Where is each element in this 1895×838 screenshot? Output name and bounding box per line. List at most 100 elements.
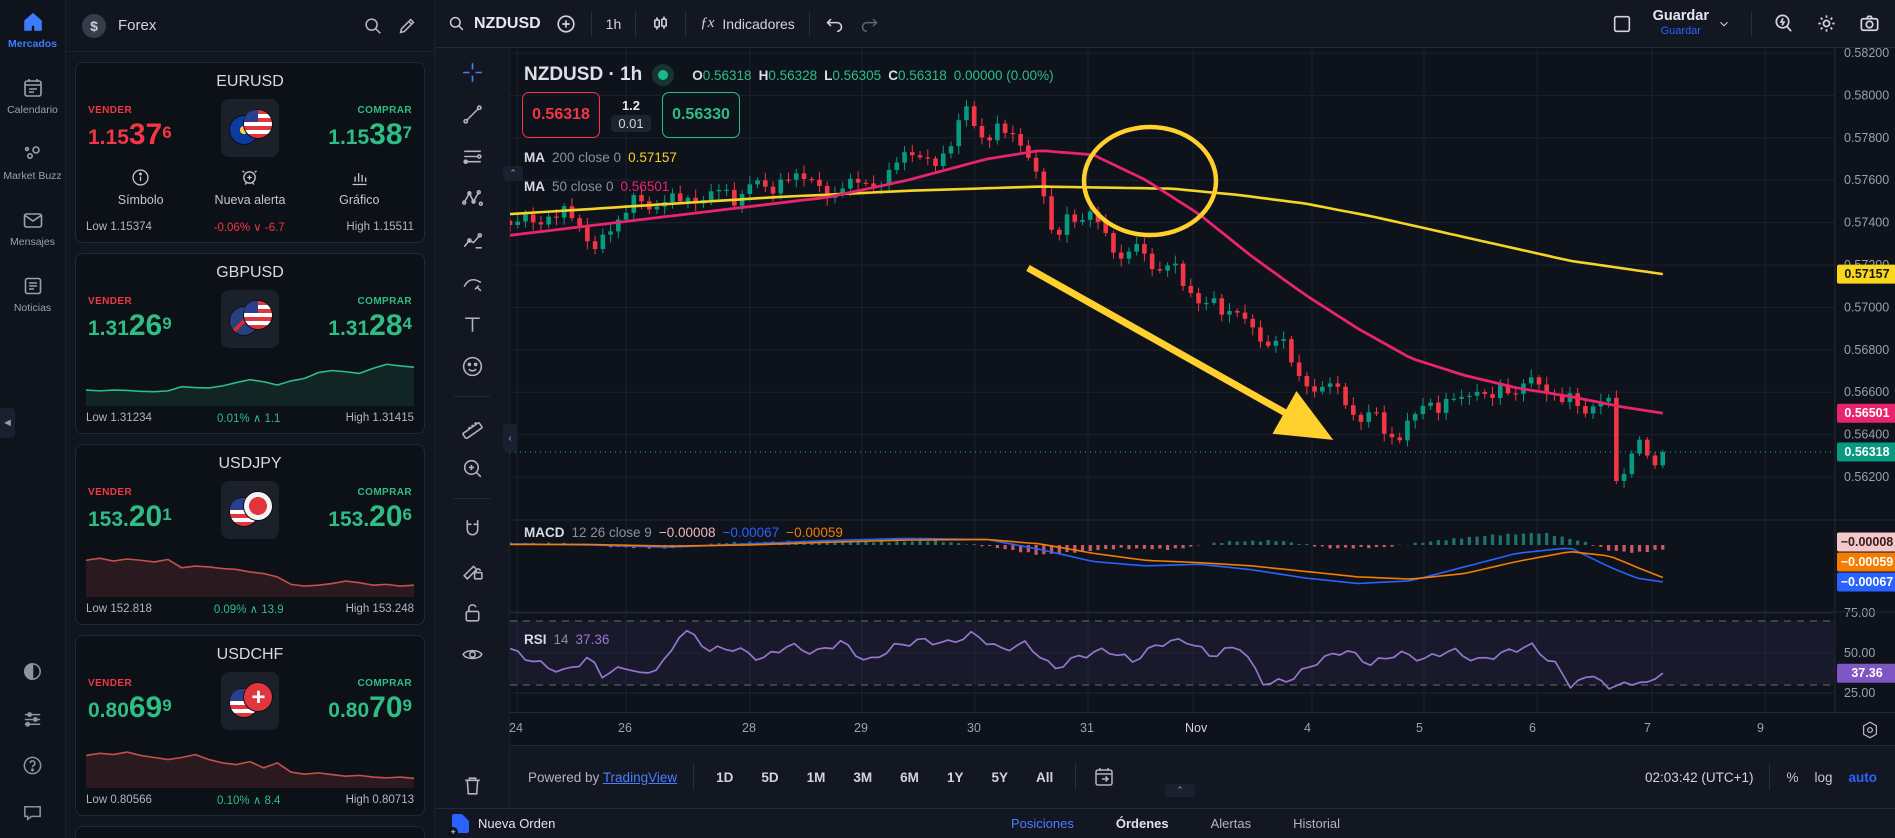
prediction-icon[interactable] xyxy=(460,228,485,253)
sidebar-item-mercados[interactable]: Mercados xyxy=(0,10,65,50)
sell-quote-button[interactable]: VENDER 0.80699 xyxy=(88,678,217,725)
timeframe-5y[interactable]: 5Y xyxy=(991,769,1008,785)
trend-line-icon[interactable] xyxy=(460,102,485,127)
sell-quote-button[interactable]: VENDER 1.31269 xyxy=(88,296,217,343)
remove-objects-icon[interactable] xyxy=(460,773,485,798)
interval-button[interactable]: 1h xyxy=(605,15,622,32)
quick-search-icon[interactable] xyxy=(1772,12,1795,35)
chat-icon[interactable] xyxy=(21,801,44,824)
watchlist-cards: EURUSD VENDER 1.15376 COMPRAR 1.15387 xyxy=(66,52,434,838)
watchlist-card-usdcad[interactable]: USDCAD VENDER 1.41191 COMPRAR 1.41206 xyxy=(75,826,425,838)
edit-icon[interactable] xyxy=(396,15,418,37)
card-footer: Low 0.80566 0.10% ∧ 8.4 High 0.80713 xyxy=(86,794,414,807)
buy-quote-button[interactable]: COMPRAR 0.80709 xyxy=(283,678,412,725)
panel-collapse-handle[interactable]: ◄ xyxy=(0,408,15,438)
sparkline-chart xyxy=(86,354,414,406)
open-chart-button[interactable]: Gráfico xyxy=(305,167,414,207)
hide-drawings-icon[interactable] xyxy=(460,642,485,667)
brush-icon[interactable] xyxy=(460,270,485,295)
watchlist-card-usdchf[interactable]: USDCHF VENDER 0.80699 COMPRAR 0.80709 Lo… xyxy=(75,635,425,816)
buy-quote-button[interactable]: COMPRAR 1.31284 xyxy=(283,296,412,343)
info-icon xyxy=(132,169,149,186)
tab-historial[interactable]: Historial xyxy=(1293,816,1341,831)
mail-icon xyxy=(23,213,42,228)
timeframe-1m[interactable]: 1M xyxy=(806,769,826,785)
buy-quote-button[interactable]: COMPRAR 153.206 xyxy=(283,487,412,534)
search-icon[interactable] xyxy=(362,15,384,37)
svg-text:75.00: 75.00 xyxy=(1844,606,1875,620)
lock-icon[interactable] xyxy=(460,600,485,625)
new-alert-button[interactable]: Nueva alerta xyxy=(195,167,304,207)
svg-text:0.57157: 0.57157 xyxy=(1844,267,1889,281)
time-axis-label: 29 xyxy=(854,721,868,735)
layout-icon[interactable] xyxy=(1611,13,1633,35)
zoom-in-icon[interactable] xyxy=(460,456,485,481)
symbol-info-button[interactable]: Símbolo xyxy=(86,167,195,207)
candles-icon[interactable] xyxy=(650,13,671,34)
time-axis[interactable]: 24 26 28 29 30 31 Nov 4 5 6 7 9 xyxy=(509,712,1895,745)
log-scale-button[interactable]: log xyxy=(1814,769,1833,785)
buy-order-button[interactable]: 0.56330 xyxy=(662,92,740,138)
emoji-icon[interactable] xyxy=(460,354,485,379)
sell-quote-button[interactable]: VENDER 153.201 xyxy=(88,487,217,534)
watchlist-card-usdjpy[interactable]: USDJPY VENDER 153.201 COMPRAR 153.206 Lo… xyxy=(75,444,425,625)
card-footer: Low 1.15374 -0.06% ∨ -6.7 High 1.15511 xyxy=(86,221,414,234)
timeframe-all[interactable]: All xyxy=(1035,769,1054,785)
legend-collapse-handle[interactable]: ⌃ xyxy=(503,166,523,181)
help-icon[interactable] xyxy=(21,754,44,777)
new-order-button[interactable]: Nueva Orden xyxy=(448,814,555,837)
percent-scale-button[interactable]: % xyxy=(1786,769,1799,785)
tab-alertas[interactable]: Alertas xyxy=(1210,816,1252,831)
sell-quote-button[interactable]: VENDER 1.15376 xyxy=(88,105,217,152)
tradingview-link[interactable]: TradingView xyxy=(602,769,678,785)
bottom-panel-collapse-handle[interactable]: ⌃ xyxy=(1165,784,1195,797)
tab-ordenes[interactable]: Órdenes xyxy=(1115,816,1169,831)
session-clock[interactable]: 02:03:42 (UTC+1) xyxy=(1645,769,1754,785)
watchlist-collapse-handle[interactable]: ‹ xyxy=(503,424,517,452)
redo-icon[interactable] xyxy=(859,13,880,34)
change-badge: 0.01% ∧ 1.1 xyxy=(217,413,281,425)
goto-date-icon[interactable] xyxy=(1092,765,1116,789)
compare-plus-icon[interactable] xyxy=(555,13,577,35)
buy-quote-button[interactable]: COMPRAR 1.15387 xyxy=(283,105,412,152)
buy-price: 1.15387 xyxy=(328,117,412,151)
ruler-icon[interactable] xyxy=(460,414,485,439)
text-tool-icon[interactable] xyxy=(460,312,485,337)
sidebar-item-mensajes[interactable]: Mensajes xyxy=(0,208,65,248)
timeframe-6m[interactable]: 6M xyxy=(900,769,919,785)
undo-icon[interactable] xyxy=(824,13,845,34)
sidebar-item-market-buzz[interactable]: Market Buzz xyxy=(0,142,65,182)
svg-text:0.57800: 0.57800 xyxy=(1844,131,1889,145)
indicators-button[interactable]: ƒx Indicadores xyxy=(700,15,795,32)
timeframe-3m[interactable]: 3M xyxy=(853,769,873,785)
sell-order-button[interactable]: 0.56318 xyxy=(522,92,600,138)
svg-text:37.36: 37.36 xyxy=(1851,666,1882,680)
watchlist-card-eurusd[interactable]: EURUSD VENDER 1.15376 COMPRAR 1.15387 xyxy=(75,62,425,243)
au</span>to-scale-button[interactable]: auto xyxy=(1848,769,1878,785)
card-footer: Low 1.31234 0.01% ∧ 1.1 High 1.31415 xyxy=(86,412,414,425)
drawing-sync-icon[interactable] xyxy=(460,558,485,583)
candlestick-chart[interactable]: 0.582000.580000.578000.576000.574000.572… xyxy=(510,48,1895,712)
timeframe-5d[interactable]: 5D xyxy=(761,769,779,785)
sidebar-item-noticias[interactable]: Noticias xyxy=(0,274,65,314)
gear-icon[interactable] xyxy=(1815,12,1838,35)
crosshair-icon[interactable] xyxy=(460,60,485,85)
svg-text:0.56200: 0.56200 xyxy=(1844,470,1889,484)
tab-posiciones[interactable]: Posiciones xyxy=(1011,816,1074,831)
contrast-icon[interactable] xyxy=(21,660,44,683)
sliders-icon[interactable] xyxy=(21,707,44,730)
watchlist-card-gbpusd[interactable]: GBPUSD VENDER 1.31269 COMPRAR 1.31284 Lo… xyxy=(75,253,425,434)
chart-settings-icon[interactable] xyxy=(1859,719,1881,741)
sidebar-item-calendario[interactable]: Calendario xyxy=(0,76,65,116)
svg-text:0.57000: 0.57000 xyxy=(1844,300,1889,314)
timeframe-1y[interactable]: 1Y xyxy=(946,769,964,785)
camera-icon[interactable] xyxy=(1858,12,1881,35)
magnet-icon[interactable] xyxy=(460,516,485,541)
chart-area[interactable]: 0.582000.580000.578000.576000.574000.572… xyxy=(509,48,1895,808)
gann-lines-icon[interactable] xyxy=(460,144,485,169)
symbol-search-button[interactable]: NZDUSD xyxy=(447,14,541,33)
save-layout-button[interactable]: Guardar Guardar xyxy=(1653,9,1731,37)
timeframe-1d[interactable]: 1D xyxy=(716,769,734,785)
sidebar-item-label: Mensajes xyxy=(10,236,55,249)
xabcd-pattern-icon[interactable] xyxy=(460,186,485,211)
